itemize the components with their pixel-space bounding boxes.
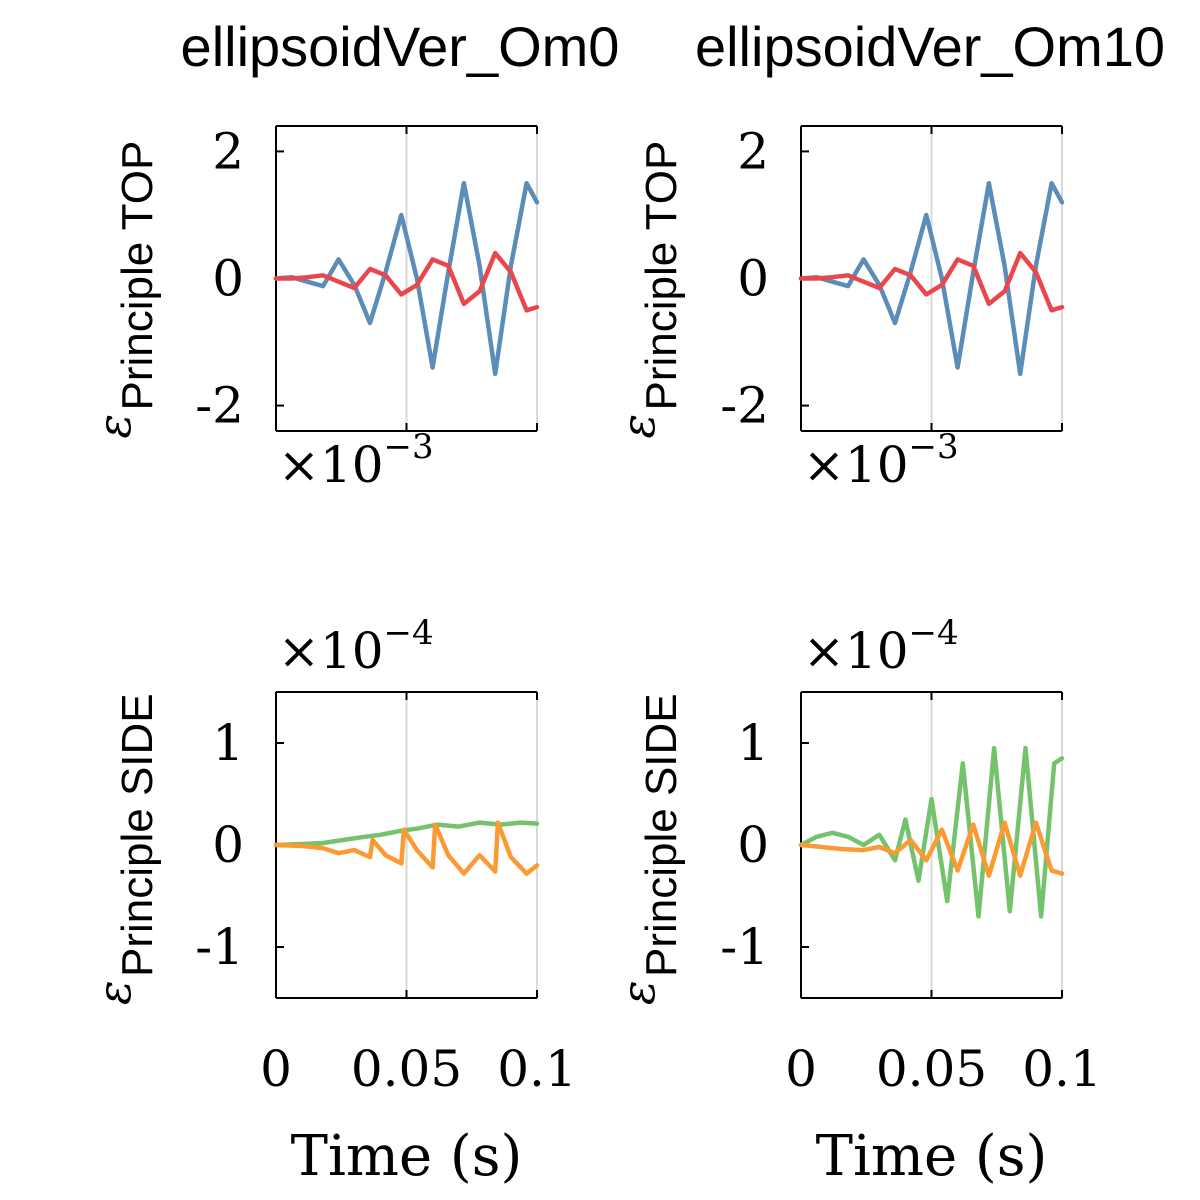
y-tick-label: -1	[720, 918, 769, 976]
axis-multiplier: ×10−3	[803, 427, 959, 494]
x-axis-label: Time (s)	[291, 1124, 523, 1189]
y-tick-label: 1	[737, 714, 769, 772]
y-tick-label: 0	[212, 250, 244, 308]
series-line-red	[798, 250, 1065, 313]
y-tick-label: -2	[195, 377, 244, 435]
chart-panel-4: -1 0 1 0 0.05 0.1 ×10−4 ε Principle SIDE Time (s)	[611, 613, 1102, 1189]
x-tick-label: 0	[785, 1040, 817, 1098]
axis-multiplier: ×10−4	[278, 613, 434, 680]
x-tick-label: 0.1	[497, 1040, 577, 1098]
x-tick-label: 0.05	[351, 1040, 462, 1098]
y-tick-label: 1	[212, 714, 244, 772]
x-axis-label: Time (s)	[816, 1124, 1048, 1189]
x-tick-label: 0.1	[1022, 1040, 1102, 1098]
y-tick-label: 2	[737, 122, 769, 180]
axis-multiplier: ×10−4	[803, 613, 959, 680]
y-axis-label-symbol: ε	[611, 414, 665, 439]
series-line-blue	[798, 180, 1065, 377]
axis-multiplier: ×10−3	[278, 427, 434, 494]
y-axis-label-text: Principle TOP	[637, 141, 686, 411]
y-axis-label-symbol: ε	[611, 980, 665, 1005]
y-axis-label-text: Principle TOP	[113, 141, 162, 411]
y-axis-label: ε Principle TOP	[87, 141, 162, 439]
axis-multiplier-exponent: −4	[384, 613, 434, 653]
y-tick-label: -1	[195, 918, 244, 976]
series-line-orange	[798, 820, 1065, 878]
y-tick-label: 0	[212, 816, 244, 874]
x-tick-label: 0.05	[876, 1040, 987, 1098]
chart-panel-1: -2 0 2 ellipsoidVer_Om0 ×10−3 ε Principle TOP	[87, 15, 619, 494]
y-axis-label: ε Principle SIDE	[87, 693, 162, 1005]
axis-multiplier-exponent: −4	[909, 613, 959, 653]
series-line-green	[798, 745, 1065, 919]
axis-multiplier-exponent: −3	[384, 427, 434, 467]
chart-title: ellipsoidVer_Om10	[695, 15, 1165, 78]
y-axis-label: ε Principle TOP	[611, 141, 686, 439]
y-tick-label: -2	[720, 377, 769, 435]
x-tick-label: 0	[260, 1040, 292, 1098]
chart-panel-2: -2 0 2 ellipsoidVer_Om10 ×10−3 ε Principle TOP	[611, 15, 1165, 494]
y-axis-label-text: Principle SIDE	[113, 693, 162, 977]
series-line-orange	[273, 820, 540, 876]
series-line-red	[273, 250, 540, 313]
chart-title: ellipsoidVer_Om0	[181, 15, 620, 78]
axis-multiplier-exponent: −3	[909, 427, 959, 467]
series-line-blue	[273, 180, 540, 377]
y-tick-label: 2	[212, 122, 244, 180]
y-tick-label: 0	[737, 816, 769, 874]
chart-panel-3: -1 0 1 0 0.05 0.1 ×10−4 ε Principle SIDE Time (s)	[87, 613, 577, 1189]
y-tick-label: 0	[737, 250, 769, 308]
y-axis-label-symbol: ε	[87, 980, 141, 1005]
y-axis-label: ε Principle SIDE	[611, 693, 686, 1005]
y-axis-label-text: Principle SIDE	[637, 693, 686, 977]
y-axis-label-symbol: ε	[87, 414, 141, 439]
